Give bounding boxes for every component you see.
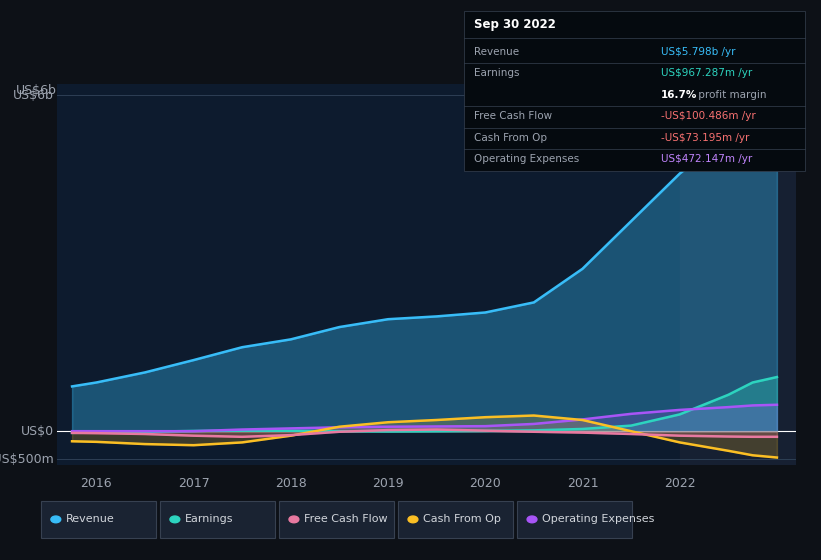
Text: Sep 30 2022: Sep 30 2022: [474, 18, 556, 31]
Text: US$6b: US$6b: [13, 88, 54, 102]
Text: Cash From Op: Cash From Op: [423, 515, 501, 524]
Text: US$967.287m /yr: US$967.287m /yr: [661, 68, 752, 78]
Text: US$5.798b /yr: US$5.798b /yr: [661, 46, 736, 57]
Text: 16.7%: 16.7%: [661, 90, 697, 100]
Text: -US$500m: -US$500m: [0, 452, 54, 466]
Text: US$0: US$0: [21, 424, 54, 438]
Text: Revenue: Revenue: [474, 46, 519, 57]
Text: -US$100.486m /yr: -US$100.486m /yr: [661, 111, 755, 121]
Text: Cash From Op: Cash From Op: [474, 133, 547, 143]
Text: Revenue: Revenue: [66, 515, 114, 524]
Text: Operating Expenses: Operating Expenses: [474, 154, 579, 164]
Text: -US$73.195m /yr: -US$73.195m /yr: [661, 133, 750, 143]
Text: Free Cash Flow: Free Cash Flow: [304, 515, 388, 524]
Text: US$6b: US$6b: [16, 84, 57, 97]
Text: US$472.147m /yr: US$472.147m /yr: [661, 154, 752, 164]
Text: Operating Expenses: Operating Expenses: [542, 515, 654, 524]
Bar: [680, 84, 796, 465]
Text: Earnings: Earnings: [185, 515, 233, 524]
Text: profit margin: profit margin: [695, 90, 767, 100]
Text: Free Cash Flow: Free Cash Flow: [474, 111, 552, 121]
Text: Earnings: Earnings: [474, 68, 519, 78]
